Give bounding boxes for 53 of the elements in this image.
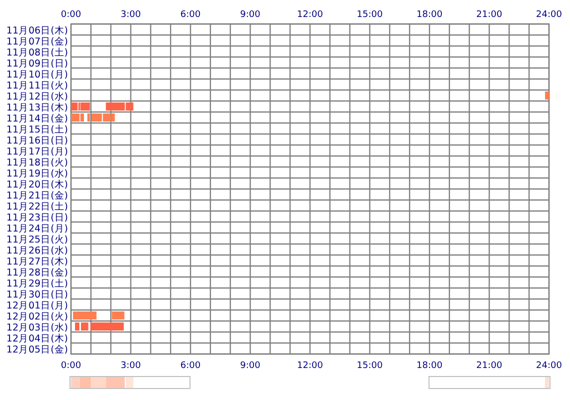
y-tick-label: 11月13日(木) xyxy=(6,102,68,114)
y-tick-label: 11月07日(金) xyxy=(6,36,68,48)
y-tick-label: 12月05日(金) xyxy=(6,344,68,356)
x-tick-label: 9:00 xyxy=(240,10,261,20)
y-tick-label: 11月17日(月) xyxy=(6,146,68,158)
x-tick-label: 12:00 xyxy=(297,10,324,20)
x-tick-label: 18:00 xyxy=(416,10,443,20)
x2-tick-label: 0:00 xyxy=(60,361,82,371)
x2-tick-label: 21:00 xyxy=(476,361,502,371)
y-tick-label: 11月06日(木) xyxy=(6,24,68,36)
x2-tick-label: 6:00 xyxy=(180,361,201,371)
y-tick-label: 11月25日(火) xyxy=(6,234,68,246)
x2-tick-label: 12:00 xyxy=(297,361,324,371)
y-tick-label: 11月10日(月) xyxy=(6,70,68,80)
y-tick-label: 12月01日(月) xyxy=(6,300,68,312)
x-tick-label: 24:00 xyxy=(536,10,562,20)
x2-tick-label: 9:00 xyxy=(240,361,261,371)
x-tick-label: 15:00 xyxy=(356,10,383,20)
x2-tick-label: 24:00 xyxy=(536,361,562,371)
y-tick-label: 11月11日(火) xyxy=(6,80,68,92)
y-tick-label: 12月03日(水) xyxy=(6,322,68,334)
bar xyxy=(545,92,549,100)
x-tick-label: 3:00 xyxy=(120,10,142,20)
bar xyxy=(71,114,80,122)
y-tick-label: 11月14日(金) xyxy=(6,112,68,124)
y-tick-label: 12月04日(木) xyxy=(6,332,68,344)
y-tick-label: 11月22日(土) xyxy=(6,200,68,212)
y-tick-label: 11月26日(水) xyxy=(6,244,68,256)
x2-tick-label: 3:00 xyxy=(120,361,142,371)
bar xyxy=(72,312,96,320)
x-tick-label: 21:00 xyxy=(476,10,502,20)
y-tick-label: 11月15日(土) xyxy=(6,124,68,136)
bar xyxy=(80,102,90,110)
y-tick-label: 11月08日(土) xyxy=(6,46,68,58)
x-tick-label: 6:00 xyxy=(180,10,201,20)
x2-tick-label: 18:00 xyxy=(416,361,443,371)
y-tick-label: 11月09日(日) xyxy=(6,58,68,70)
y-tick-label: 11月18日(火) xyxy=(6,156,68,168)
y-tick-label: 11月29日(土) xyxy=(6,278,68,290)
y-tick-label: 11月27日(木) xyxy=(6,256,68,268)
y-tick-label: 11月24日(月) xyxy=(6,224,68,234)
y-tick-label: 11月20日(木) xyxy=(6,178,68,190)
x2-tick-label: 15:00 xyxy=(356,361,383,371)
x-tick-label: 0:00 xyxy=(60,10,82,20)
y-tick-label: 11月23日(日) xyxy=(6,212,68,224)
y-tick-label: 11月16日(日) xyxy=(6,136,68,146)
y-tick-label: 12月02日(火) xyxy=(6,310,68,322)
y-tick-label: 11月21日(金) xyxy=(6,190,68,202)
y-tick-label: 11月19日(水) xyxy=(6,168,68,180)
bar xyxy=(90,322,124,330)
y-tick-label: 11月30日(日) xyxy=(6,290,68,300)
y-tick-label: 11月28日(金) xyxy=(6,266,68,278)
y-tick-label: 11月12日(水) xyxy=(6,90,68,102)
